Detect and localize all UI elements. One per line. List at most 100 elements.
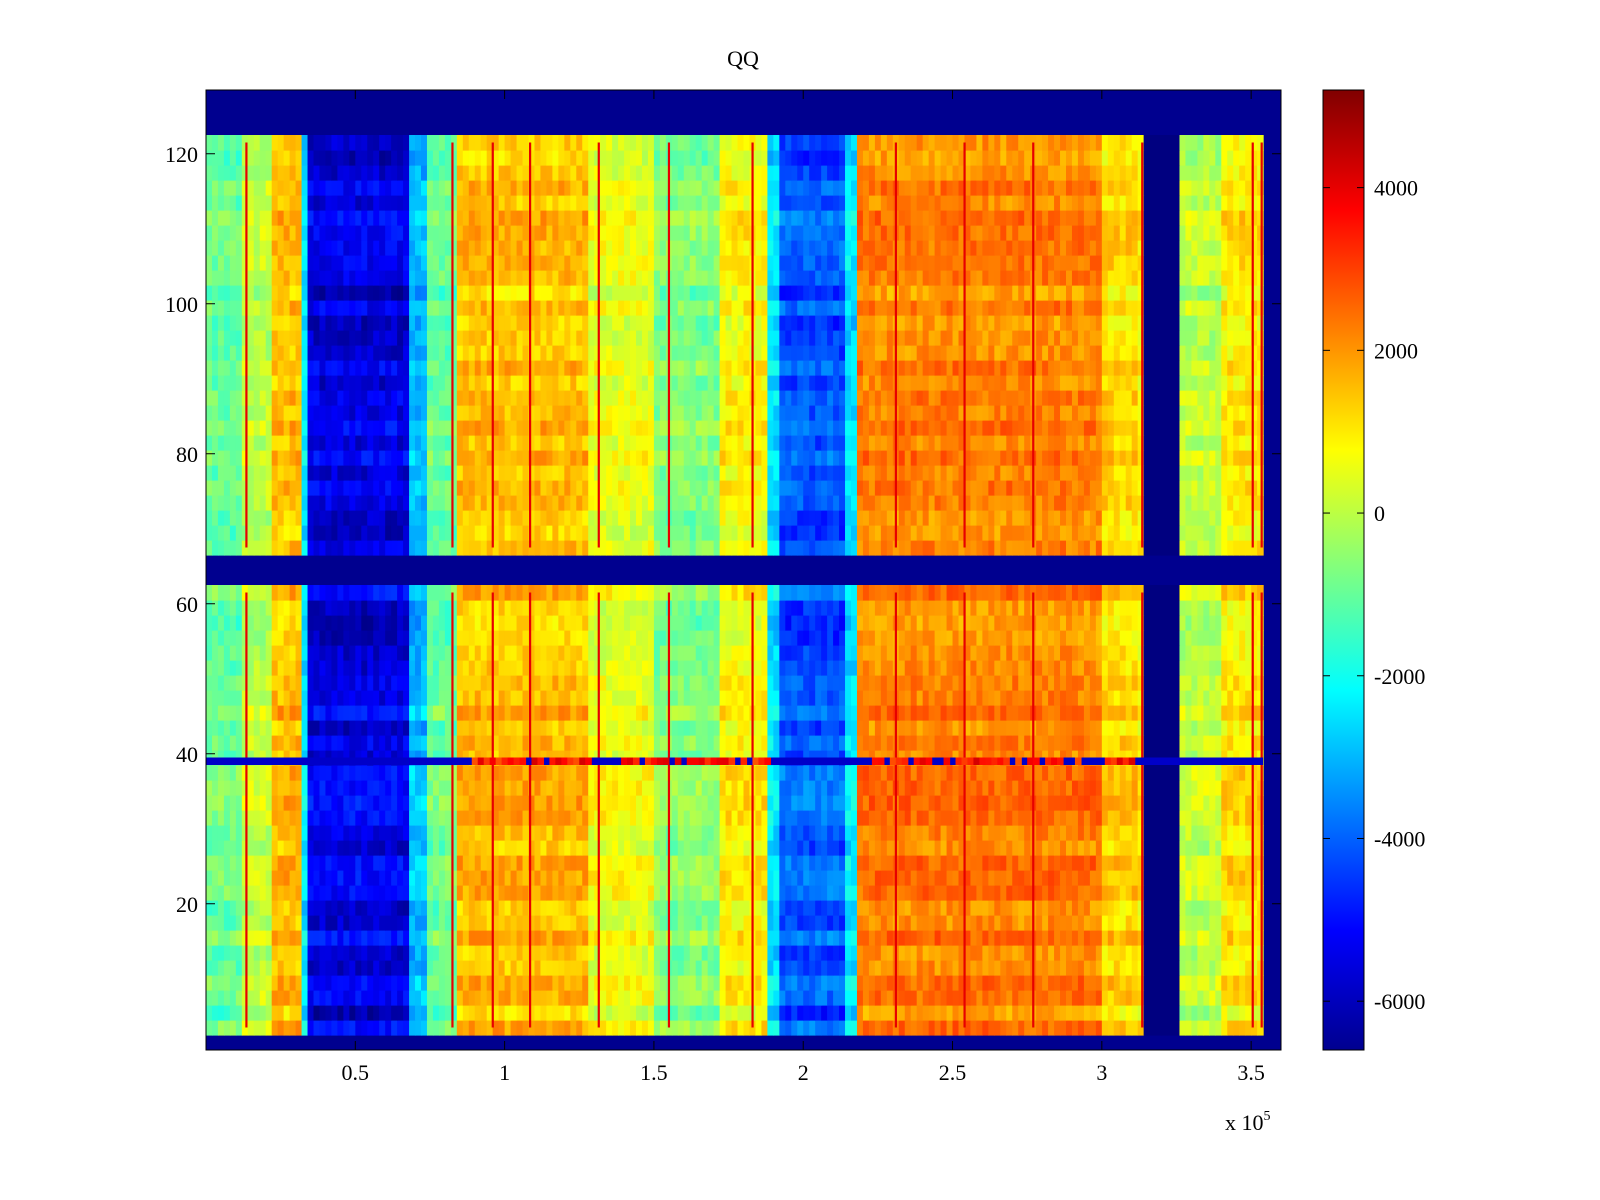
heatmap-cell bbox=[1066, 840, 1073, 856]
heatmap-cell bbox=[498, 960, 506, 976]
heatmap-cell bbox=[1203, 930, 1210, 946]
heatmap-cell bbox=[934, 795, 942, 811]
heatmap-cell bbox=[1048, 990, 1055, 1006]
heatmap-cell bbox=[1209, 720, 1216, 736]
heatmap-cell bbox=[612, 705, 619, 721]
heatmap-cell bbox=[970, 1020, 978, 1036]
heatmap-cell bbox=[862, 615, 870, 631]
heatmap-cell bbox=[743, 900, 751, 916]
heatmap-cell bbox=[552, 990, 559, 1006]
heatmap-cell bbox=[779, 795, 786, 811]
heatmap-cell bbox=[713, 675, 721, 691]
heatmap-cell bbox=[689, 615, 697, 631]
heatmap-cell bbox=[970, 930, 978, 946]
heatmap-cell bbox=[576, 930, 583, 946]
heatmap-cell bbox=[1161, 930, 1169, 946]
heatmap-cell bbox=[600, 810, 607, 826]
heatmap-cell bbox=[797, 690, 804, 706]
heatmap-cell bbox=[719, 915, 727, 931]
heatmap-cell bbox=[767, 855, 774, 871]
heatmap-cell bbox=[1066, 870, 1073, 886]
heatmap-cell bbox=[1155, 945, 1163, 961]
heatmap-cell bbox=[1221, 765, 1228, 781]
heatmap-cell bbox=[946, 960, 954, 976]
heatmap-cell bbox=[797, 705, 804, 721]
heatmap-cell bbox=[630, 915, 637, 931]
heatmap-cell bbox=[928, 780, 936, 796]
heatmap-cell bbox=[1048, 825, 1055, 841]
heatmap-cell bbox=[253, 855, 261, 871]
heatmap-cell bbox=[277, 615, 285, 631]
heatmap-cell bbox=[510, 930, 518, 946]
heatmap-cell bbox=[886, 900, 894, 916]
heatmap-cell bbox=[612, 630, 619, 646]
heatmap-cell bbox=[486, 855, 494, 871]
heatmap-cell bbox=[1149, 945, 1157, 961]
heatmap-cell bbox=[982, 615, 989, 631]
heatmap-cell bbox=[1066, 690, 1073, 706]
heatmap-cell bbox=[474, 825, 482, 841]
heatmap-cell bbox=[379, 900, 386, 916]
heatmap-cell bbox=[630, 1005, 637, 1021]
heatmap-cell bbox=[1089, 1020, 1097, 1036]
heatmap-cell bbox=[468, 960, 476, 976]
heatmap-cell bbox=[1024, 870, 1031, 886]
heatmap-cell bbox=[845, 690, 852, 706]
heatmap-cell bbox=[391, 855, 398, 871]
heatmap-cell bbox=[206, 1020, 213, 1036]
heatmap-cell bbox=[265, 690, 273, 706]
heatmap-cell bbox=[456, 900, 464, 916]
heatmap-cell bbox=[1119, 705, 1127, 721]
heatmap-cell bbox=[1161, 825, 1169, 841]
heatmap-cell bbox=[833, 1005, 840, 1021]
heatmap-cell bbox=[952, 675, 960, 691]
heatmap-cell bbox=[546, 990, 553, 1006]
heatmap-cell bbox=[641, 675, 649, 691]
heatmap-cell bbox=[1095, 705, 1103, 721]
heatmap-cell bbox=[331, 945, 338, 961]
heatmap-cell bbox=[695, 705, 703, 721]
heatmap-cell bbox=[1042, 930, 1049, 946]
heatmap-cell bbox=[797, 870, 804, 886]
heatmap-cell bbox=[994, 900, 1001, 916]
heatmap-cell bbox=[1161, 870, 1169, 886]
heatmap-cell bbox=[1042, 915, 1049, 931]
heatmap-cell bbox=[683, 615, 691, 631]
heatmap-cell bbox=[1030, 1020, 1037, 1036]
heatmap-cell bbox=[833, 855, 840, 871]
heatmap-cell bbox=[438, 795, 446, 811]
heatmap-cell bbox=[331, 885, 338, 901]
heatmap-cell bbox=[827, 720, 834, 736]
heatmap-cell bbox=[271, 960, 279, 976]
heatmap-cell bbox=[982, 705, 989, 721]
heatmap-cell bbox=[409, 720, 416, 736]
heatmap-cell bbox=[1071, 705, 1079, 721]
heatmap-cell bbox=[516, 645, 524, 661]
heatmap-cell bbox=[409, 915, 416, 931]
heatmap-cell bbox=[217, 600, 225, 616]
heatmap-cell bbox=[534, 795, 542, 811]
heatmap-cell bbox=[253, 870, 261, 886]
heatmap-cell bbox=[1197, 975, 1204, 991]
heatmap-cell bbox=[241, 945, 249, 961]
heatmap-cell bbox=[546, 1005, 553, 1021]
heatmap-cell bbox=[606, 930, 613, 946]
heatmap-cell bbox=[588, 795, 595, 811]
heatmap-cell bbox=[373, 870, 380, 886]
heatmap-cell bbox=[492, 960, 500, 976]
heatmap-cell bbox=[641, 720, 649, 736]
heatmap-cell bbox=[904, 855, 912, 871]
heatmap-cell bbox=[797, 780, 804, 796]
heatmap-cell bbox=[952, 705, 960, 721]
heatmap-cell bbox=[211, 930, 219, 946]
heatmap-cell bbox=[1191, 915, 1198, 931]
heatmap-cell bbox=[958, 675, 966, 691]
heatmap-cell bbox=[1125, 765, 1133, 781]
heatmap-cell bbox=[707, 615, 715, 631]
heatmap-cell bbox=[438, 690, 446, 706]
heatmap-cell bbox=[546, 720, 553, 736]
heatmap-cell bbox=[910, 960, 918, 976]
heatmap-cell bbox=[241, 885, 249, 901]
heatmap-cell bbox=[546, 780, 553, 796]
heatmap-cell bbox=[785, 915, 792, 931]
